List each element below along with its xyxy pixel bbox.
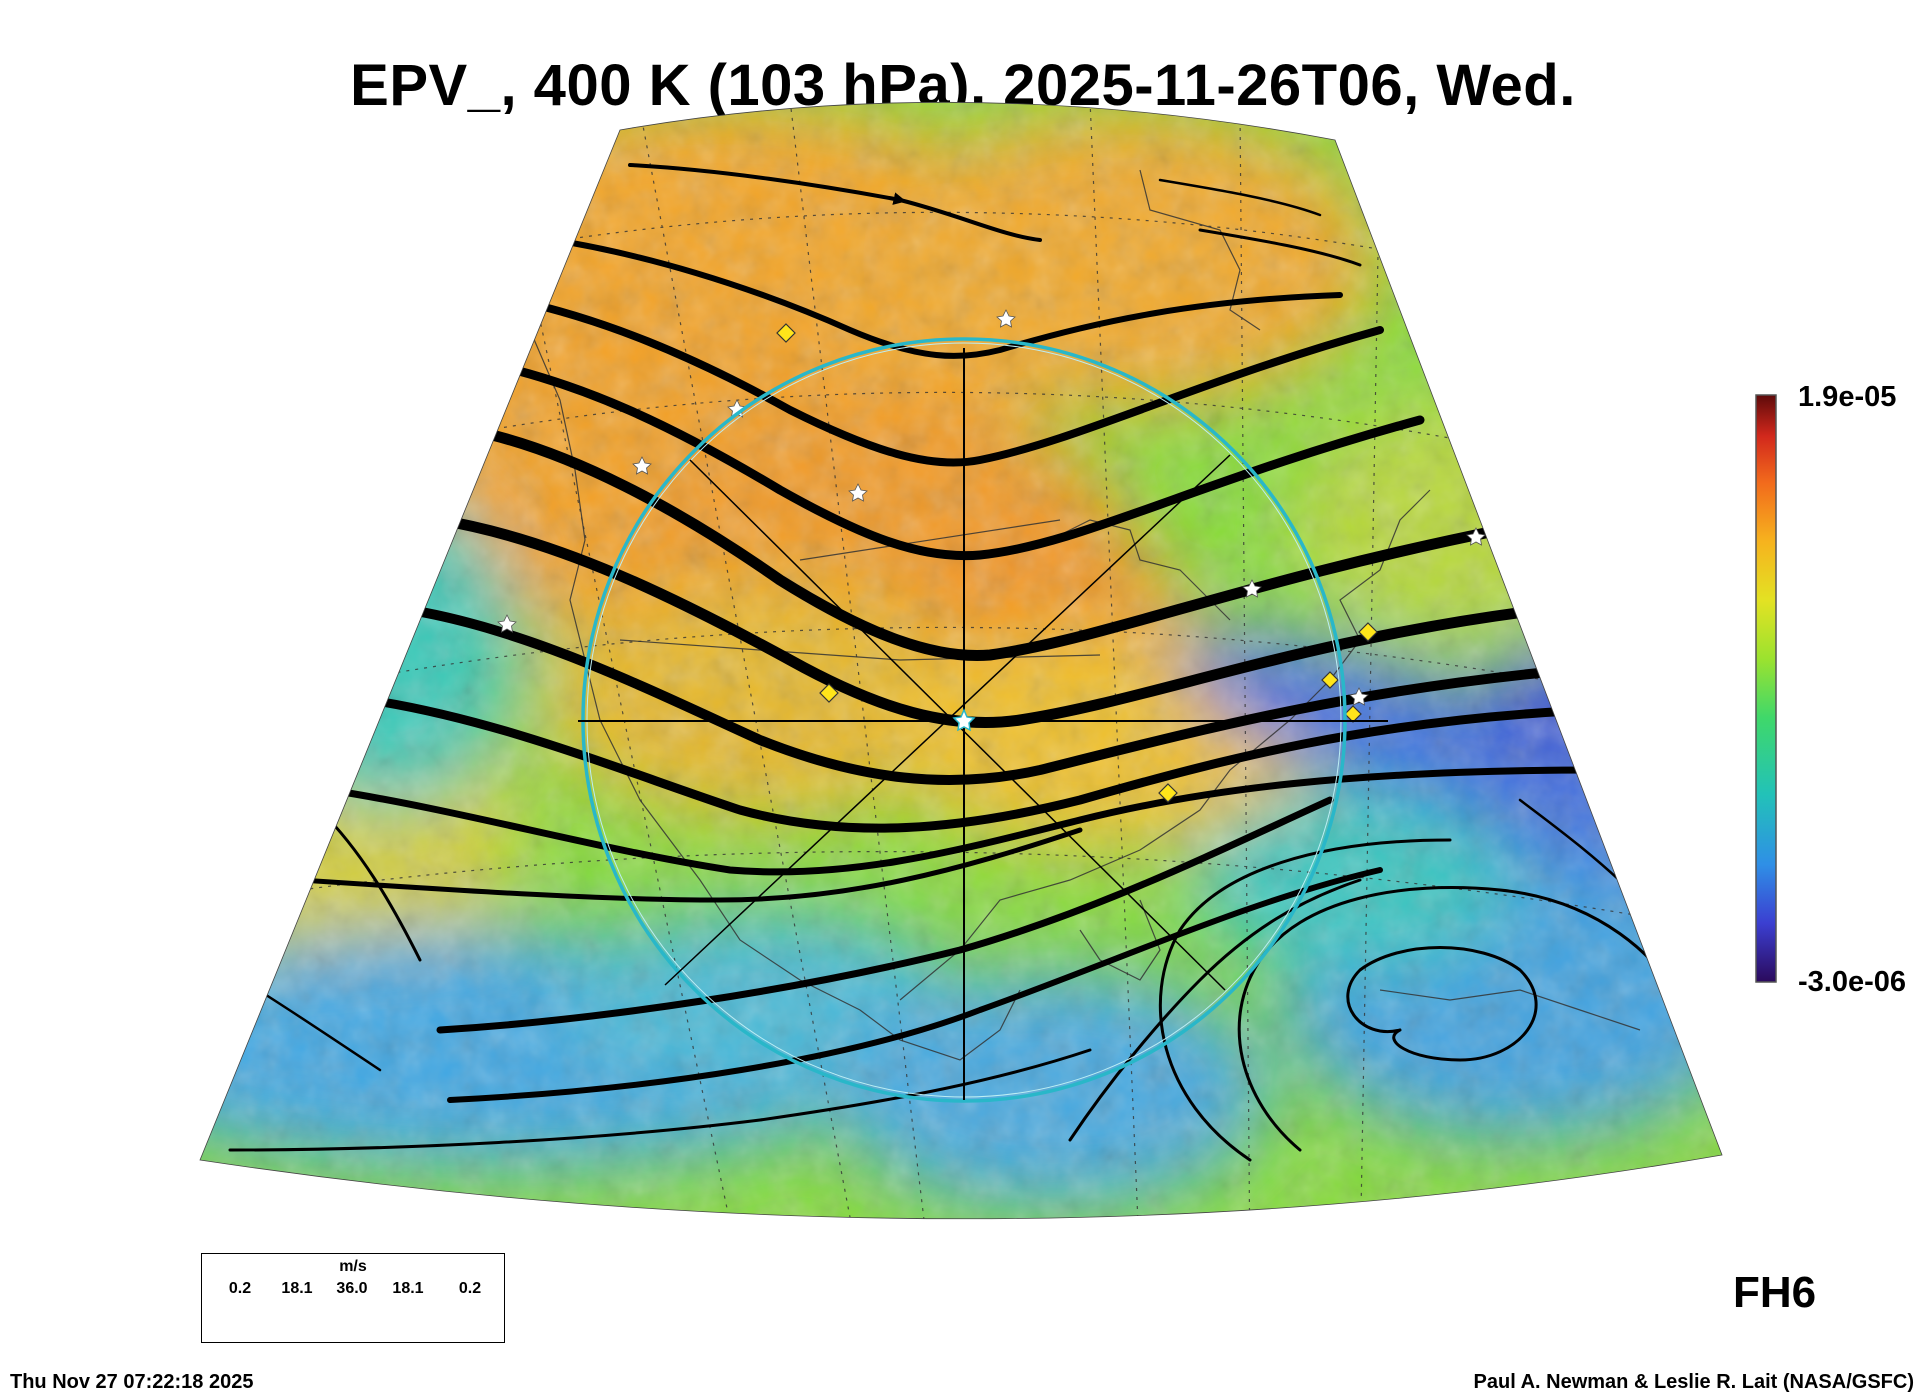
wind-speed-label: 0.2 [228, 1280, 252, 1297]
colorbar-min-label: -3.0e-06 [1798, 966, 1907, 998]
epv-field [200, 102, 1722, 1219]
credit: Paul A. Newman & Leslie R. Lait (NASA/GS… [1473, 1371, 1914, 1393]
wind-streamlines [208, 163, 1682, 1162]
reference-circle [578, 337, 1388, 1103]
wind-legend: m/s 0.2 18.1 36.0 18.1 0.2 [201, 1253, 505, 1343]
forecast-hour-label: FH6 [1733, 1268, 1817, 1317]
wind-speed-label: 18.1 [281, 1280, 313, 1297]
coastlines [529, 169, 1641, 1061]
colorbar-max-label: 1.9e-05 [1798, 381, 1897, 413]
colorbar [1755, 394, 1777, 983]
wind-legend-unit: m/s [339, 1258, 367, 1275]
wind-speed-label: 0.2 [458, 1280, 482, 1297]
timestamp: Thu Nov 27 07:22:18 2025 [10, 1371, 254, 1393]
map-sector-outline [199, 101, 1723, 1220]
yellow-diamond-markers [776, 323, 1378, 803]
wind-speed-label: 18.1 [392, 1280, 424, 1297]
wind-speed-label: 36.0 [336, 1280, 368, 1297]
